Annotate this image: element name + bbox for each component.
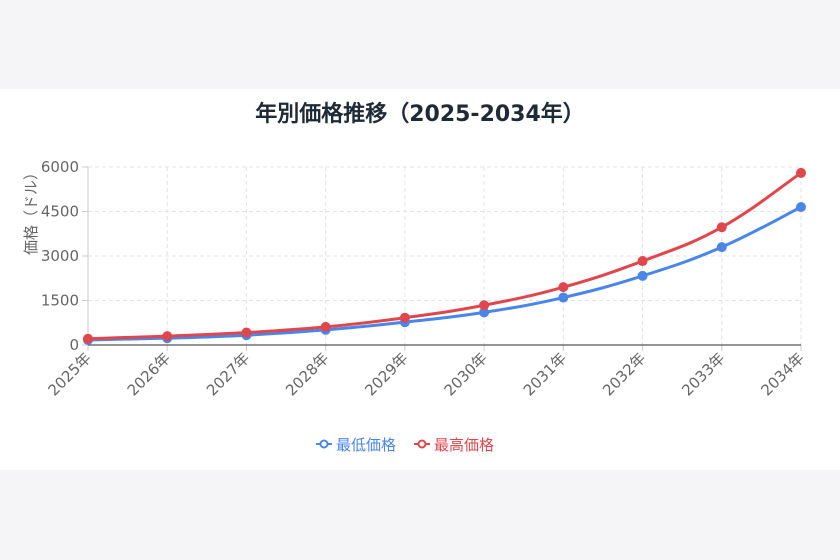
data-point [716,222,727,233]
series-line-min [87,205,802,342]
chart-card [0,89,840,470]
data-point [479,300,490,311]
axes [82,166,802,351]
x-tick-label: 2025年 [44,349,94,399]
series-lines [83,167,806,345]
x-tick-label: 2030年 [441,349,491,399]
data-point [558,282,569,293]
chart-title: 年別価格推移（2025-2034年） [255,102,585,127]
data-point [399,312,410,323]
x-tick-label: 2032年 [599,349,649,399]
data-point [241,327,252,338]
legend-marker [319,439,329,449]
y-tick-label: 1500 [41,292,79,310]
x-tick-labels: 2025年 2026年 2027年 2028年 2029年 2030年 2031年 2032年… [44,349,807,399]
y-axis-label: 価格（ドル） [22,165,40,255]
data-point [558,292,569,303]
x-tick-label: 2029年 [361,349,411,399]
data-point [320,321,331,332]
data-point [83,333,93,344]
legend-marker [417,439,427,449]
series-line-max [87,171,802,341]
data-point [637,270,648,281]
data-point [796,167,806,178]
x-tick-label: 2031年 [520,349,570,399]
data-point [637,256,648,267]
x-tick-label: 2033年 [678,349,728,399]
legend-label: 最低価格 [336,436,396,454]
x-tick-label: 2028年 [282,349,332,399]
legend-label: 最高価格 [434,436,494,454]
data-point [796,202,806,213]
y-tick-label: 4500 [41,203,79,221]
data-point [162,331,173,342]
y-tick-label: 3000 [41,247,79,265]
data-point [479,307,490,318]
data-point [716,242,727,253]
x-tick-label: 2027年 [203,349,253,399]
y-tick-label: 0 [69,336,79,354]
y-tick-label: 6000 [41,158,79,176]
x-tick-label: 2034年 [757,349,807,399]
x-tick-label: 2026年 [124,349,174,399]
legend: 最低価格 最高価格 [316,436,494,454]
y-tick-labels: 0 1500 3000 4500 6000 [41,158,79,354]
